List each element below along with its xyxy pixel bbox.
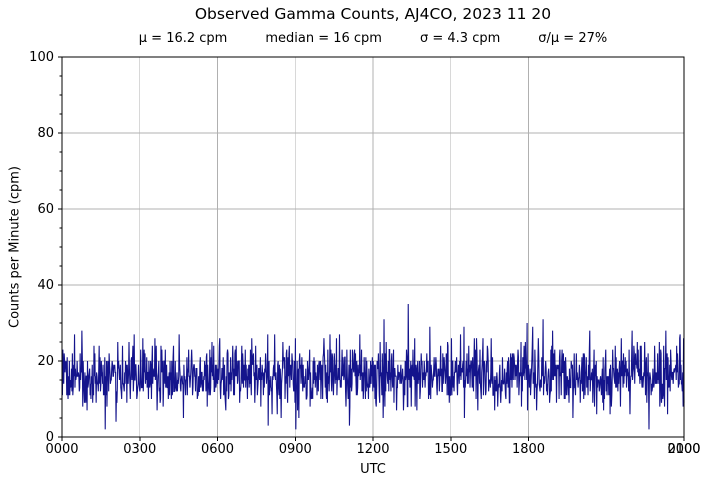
y-tick-label: 20 [37,353,54,369]
x-tick-label: 0000 [667,442,701,457]
x-tick-label: 0600 [200,442,235,457]
y-tick-label: 100 [29,49,54,65]
y-tick-label: 60 [37,201,54,217]
x-axis-label: UTC [360,462,386,477]
x-tick-label: 1800 [511,442,546,457]
stat-mu: μ = 16.2 cpm [138,31,228,46]
stat-median: median = 16 cpm [265,31,382,46]
y-tick-label: 80 [37,125,54,141]
stat-sigma: σ = 4.3 cpm [419,31,501,46]
chart-title: Observed Gamma Counts, AJ4CO, 2023 11 20 [194,5,552,23]
y-tick-label: 40 [37,277,54,293]
x-tick-label: 0300 [123,442,157,457]
x-tick-label: 0900 [278,442,312,457]
x-tick-label: 0000 [45,442,79,457]
chart-subtitle: μ = 16.2 cpm median = 16 cpm σ = 4.3 cpm… [62,31,684,46]
x-tick-label: 2100 [667,442,701,457]
stat-sigma-over-mu: σ/μ = 27% [538,31,608,46]
y-tick-label: 0 [45,429,54,445]
x-tick-label: 1500 [434,442,468,457]
x-tick-label: 1200 [356,442,390,457]
